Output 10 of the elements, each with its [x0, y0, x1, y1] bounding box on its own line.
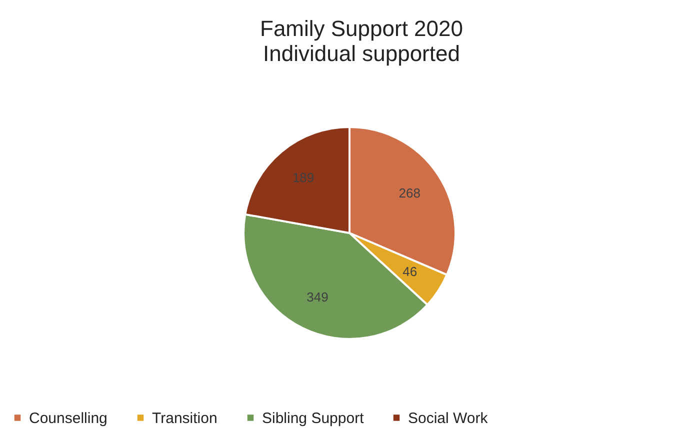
data-label: 349 — [306, 289, 328, 304]
legend-label: Transition — [152, 410, 218, 427]
legend-label: Sibling Support — [262, 410, 365, 427]
data-label: 46 — [402, 264, 418, 280]
chart-subtitle: Individual supported — [263, 41, 460, 66]
data-label: 189 — [292, 170, 314, 185]
legend-label: Social Work — [408, 410, 488, 427]
data-label: 268 — [398, 185, 420, 200]
legend-label: Counselling — [29, 410, 108, 427]
chart-title: Family Support 2020 — [260, 16, 463, 41]
